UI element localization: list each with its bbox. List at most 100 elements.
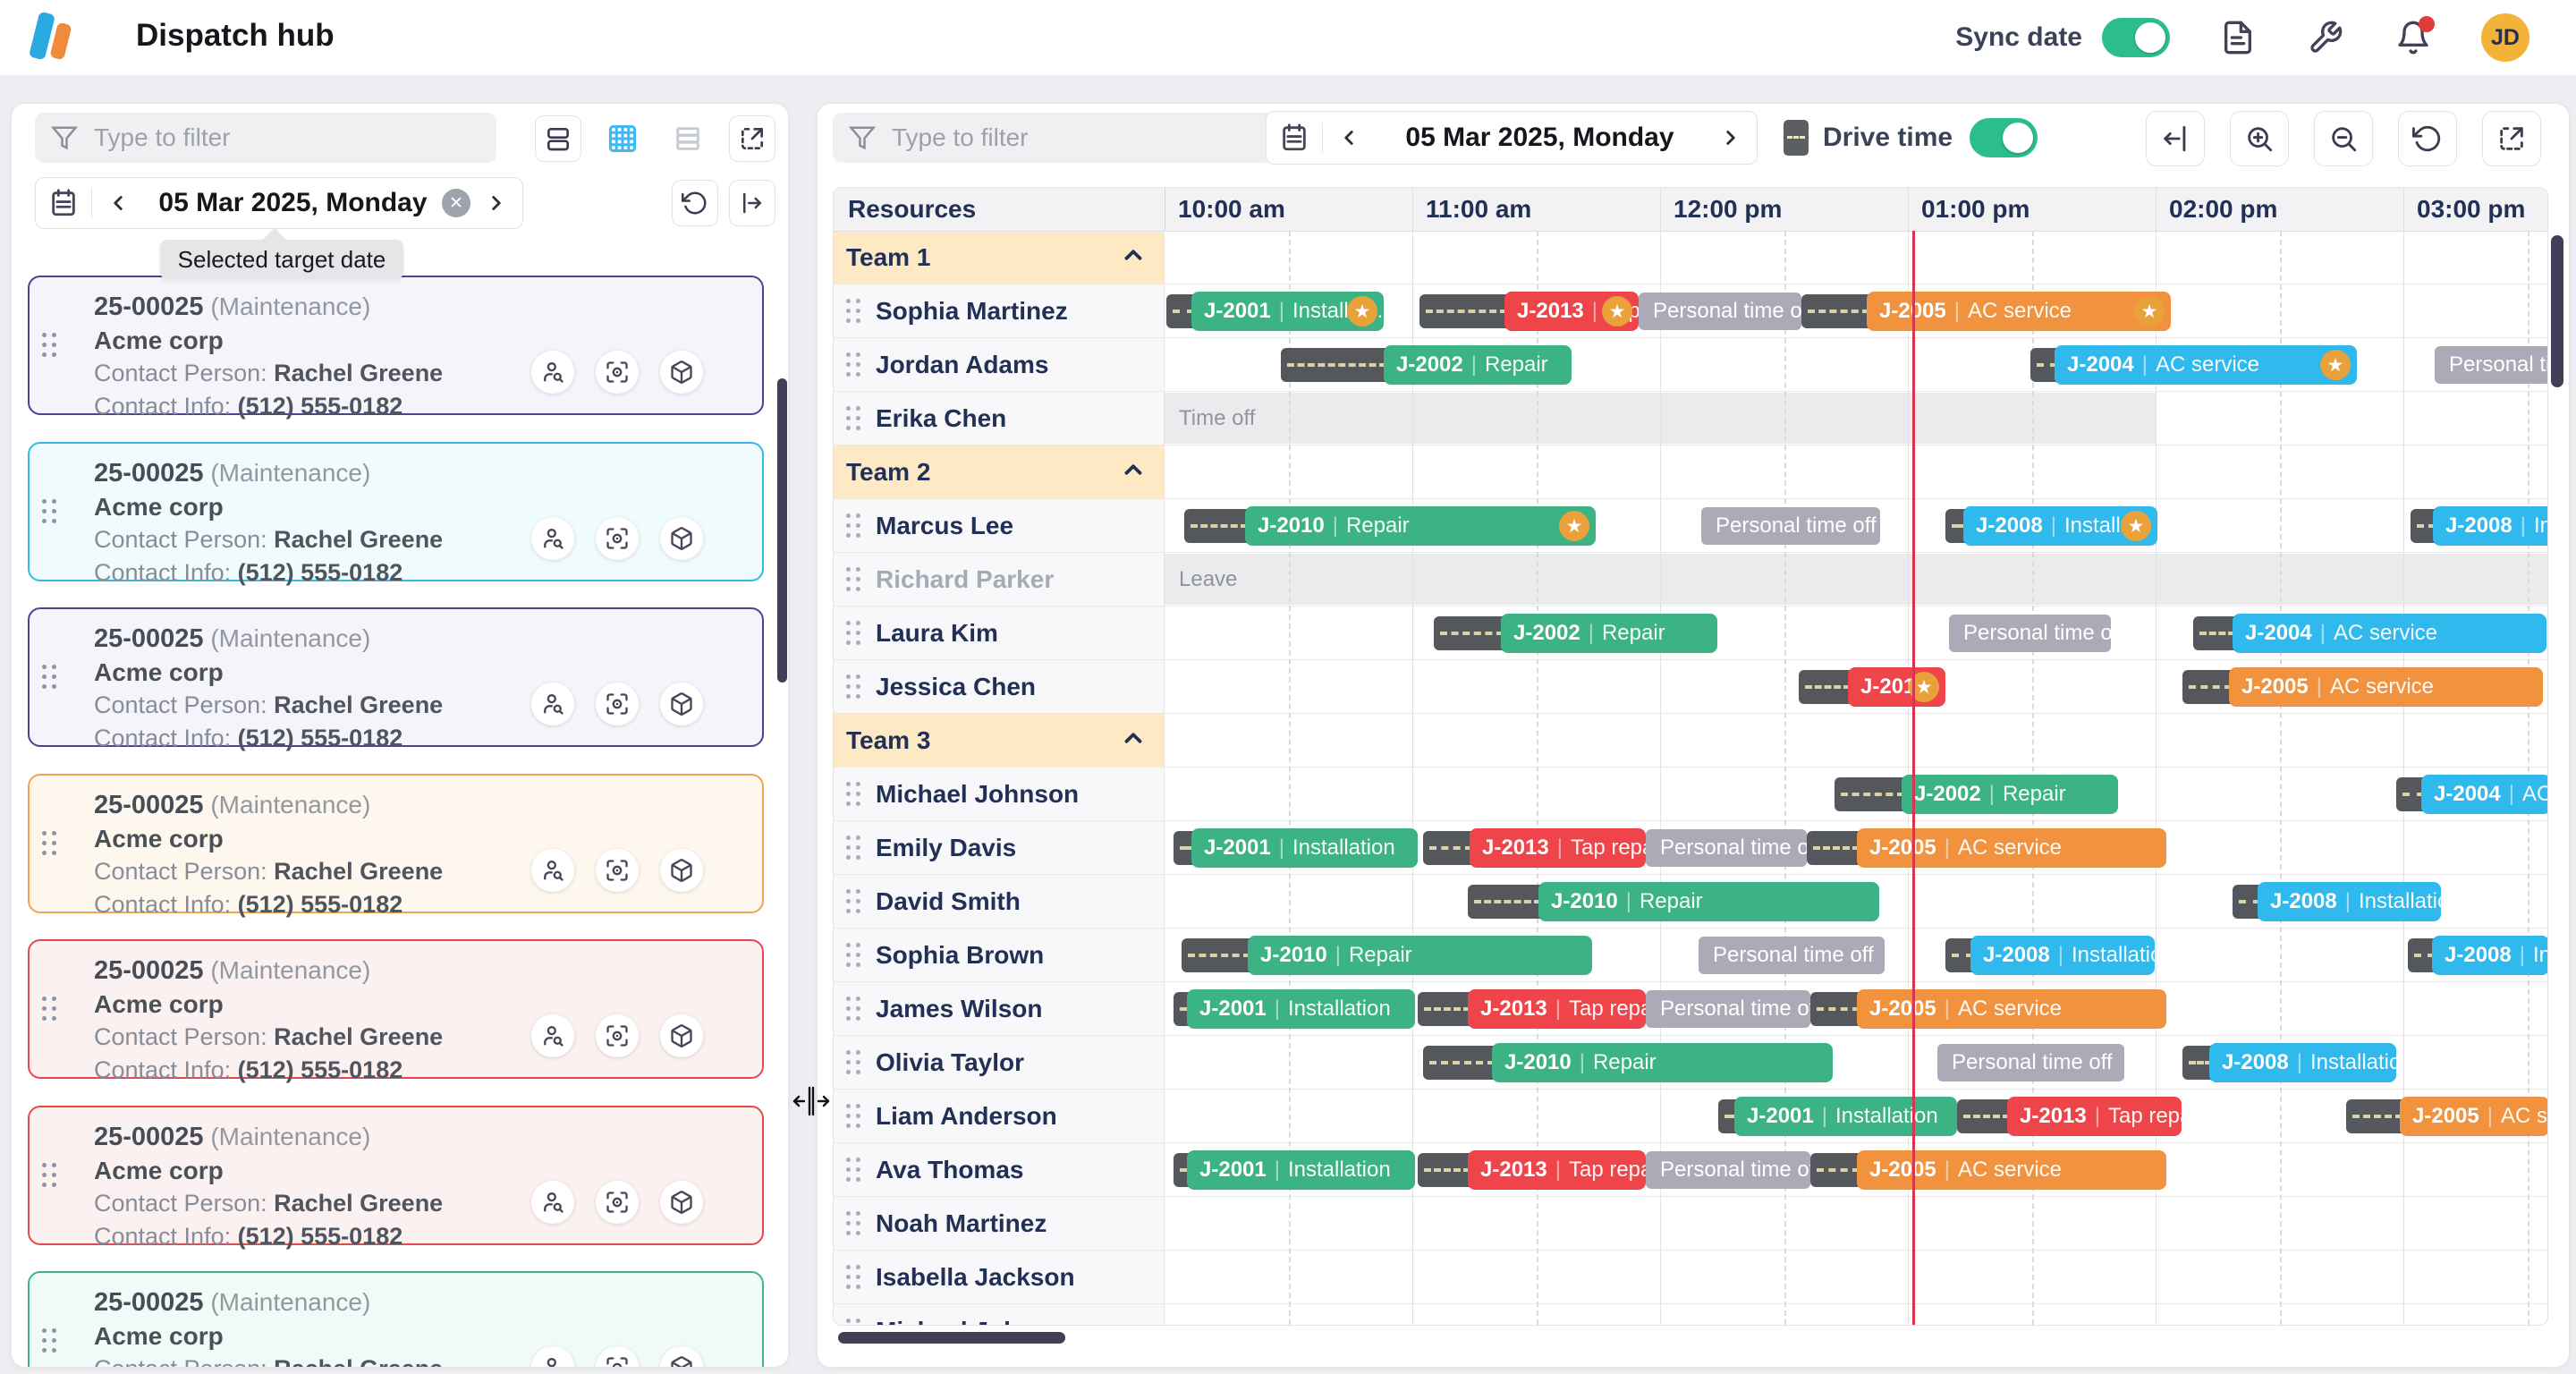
focus-eye-button[interactable] bbox=[596, 683, 639, 725]
notifications-bell-icon[interactable] bbox=[2394, 16, 2435, 57]
drag-handle[interactable] bbox=[846, 835, 861, 861]
cube-button[interactable] bbox=[660, 1014, 703, 1057]
schedule-vertical-scrollbar[interactable] bbox=[2551, 235, 2563, 387]
collapse-chevron-icon[interactable] bbox=[1120, 725, 1147, 756]
assign-person-button[interactable] bbox=[531, 351, 574, 394]
document-icon[interactable] bbox=[2218, 18, 2258, 57]
drag-handle[interactable] bbox=[846, 942, 861, 968]
job-bar[interactable]: J-2004 | AC service ★ bbox=[2055, 345, 2357, 385]
jobs-vertical-scrollbar[interactable] bbox=[777, 378, 787, 683]
prev-date-button[interactable] bbox=[92, 191, 144, 215]
focus-eye-button[interactable] bbox=[596, 1180, 639, 1224]
drag-handle[interactable] bbox=[846, 1157, 861, 1183]
drag-handle[interactable] bbox=[846, 781, 861, 807]
settings-wrench-icon[interactable] bbox=[2306, 18, 2345, 57]
scroll-to-now-button[interactable] bbox=[2146, 111, 2205, 166]
personal-time-off-bar[interactable]: Personal time off bbox=[1646, 829, 1807, 867]
sync-date-toggle[interactable] bbox=[2102, 18, 2170, 57]
job-bar[interactable]: J-2010 | Repair bbox=[1492, 1043, 1833, 1082]
drag-handle[interactable] bbox=[42, 665, 57, 690]
job-bar[interactable]: J-2004 | AC service bbox=[2233, 614, 2546, 653]
job-bar[interactable]: J-2013 | Tap repa... bbox=[1468, 1150, 1646, 1190]
job-bar[interactable]: J-2001 | Installation bbox=[1191, 828, 1418, 868]
drag-handle[interactable] bbox=[846, 1318, 861, 1326]
view-list-button[interactable] bbox=[665, 115, 711, 162]
drag-handle[interactable] bbox=[42, 1162, 57, 1188]
collapse-chevron-icon[interactable] bbox=[1120, 242, 1147, 273]
panel-resize-handle[interactable] bbox=[791, 1081, 832, 1122]
drag-handle[interactable] bbox=[846, 888, 861, 914]
personal-time-off-bar[interactable]: Personal time off bbox=[1701, 507, 1880, 545]
job-bar[interactable]: J-2005|AC service★ bbox=[1867, 292, 2171, 331]
drag-handle[interactable] bbox=[42, 830, 57, 856]
target-date-value[interactable]: 05 Mar 2025, Monday bbox=[158, 188, 428, 217]
cube-button[interactable] bbox=[660, 516, 703, 560]
focus-eye-button[interactable] bbox=[596, 516, 639, 560]
fullscreen-button[interactable] bbox=[2482, 111, 2541, 166]
zoom-in-button[interactable] bbox=[2230, 111, 2289, 166]
personal-time-off-bar[interactable]: Personal time off bbox=[1639, 293, 1801, 330]
collapse-panel-button[interactable] bbox=[729, 180, 775, 226]
drag-handle[interactable] bbox=[846, 298, 861, 324]
cube-button[interactable] bbox=[660, 848, 703, 892]
personal-time-off-bar[interactable]: Personal time off bbox=[1699, 937, 1885, 974]
job-bar[interactable]: J-2002 | Repair bbox=[1384, 345, 1572, 385]
view-cards-button[interactable] bbox=[535, 115, 581, 162]
assign-person-button[interactable] bbox=[531, 516, 574, 560]
jobs-filter-input[interactable] bbox=[92, 123, 480, 153]
job-bar[interactable]: J-2002 | Repair bbox=[1501, 614, 1717, 653]
focus-eye-button[interactable] bbox=[596, 1014, 639, 1057]
schedule-date-value[interactable]: 05 Mar 2025, Monday bbox=[1405, 123, 1674, 152]
job-bar[interactable]: J-2005 | AC service bbox=[1857, 1150, 2166, 1190]
drag-handle[interactable] bbox=[846, 352, 861, 377]
expand-panel-button[interactable] bbox=[729, 115, 775, 162]
drag-handle[interactable] bbox=[846, 620, 861, 646]
job-bar[interactable]: J-2010 | Repair bbox=[1538, 882, 1879, 921]
job-bar[interactable]: J-2010 | Repair ★ bbox=[1245, 506, 1596, 546]
job-bar[interactable]: J-2005 | AC service bbox=[1857, 989, 2166, 1029]
job-bar[interactable]: J-2005 | AC serv... bbox=[2400, 1097, 2547, 1136]
drag-handle[interactable] bbox=[846, 1264, 861, 1290]
drag-handle[interactable] bbox=[846, 1049, 861, 1075]
user-avatar[interactable]: JD bbox=[2481, 13, 2529, 62]
next-date-button[interactable] bbox=[470, 191, 522, 215]
focus-eye-button[interactable] bbox=[596, 848, 639, 892]
assign-person-button[interactable] bbox=[531, 1014, 574, 1057]
clear-date-button[interactable]: ✕ bbox=[442, 189, 470, 217]
job-bar[interactable]: J-2013 ★ bbox=[1848, 667, 1945, 707]
assign-person-button[interactable] bbox=[531, 848, 574, 892]
reset-view-button[interactable] bbox=[2398, 111, 2457, 166]
job-bar[interactable]: J-2013 | Tap repa... bbox=[1470, 828, 1646, 868]
view-grid-button[interactable] bbox=[599, 115, 646, 162]
drag-handle[interactable] bbox=[846, 566, 861, 592]
job-bar[interactable]: J-2008 | Ins... bbox=[2433, 506, 2547, 546]
job-bar[interactable]: J-2008 | Ins... bbox=[2432, 936, 2547, 975]
drag-handle[interactable] bbox=[42, 333, 57, 358]
collapse-chevron-icon[interactable] bbox=[1120, 456, 1147, 488]
job-bar[interactable]: J-2001 | Installation bbox=[1187, 1150, 1415, 1190]
job-bar[interactable]: J-2010 | Repair bbox=[1248, 936, 1592, 975]
assign-person-button[interactable] bbox=[531, 1346, 574, 1367]
cube-button[interactable] bbox=[660, 683, 703, 725]
drag-handle[interactable] bbox=[846, 405, 861, 431]
drag-handle[interactable] bbox=[846, 674, 861, 700]
cube-button[interactable] bbox=[660, 1346, 703, 1367]
job-bar[interactable]: J-2002 | Repair bbox=[1902, 775, 2118, 814]
drag-handle[interactable] bbox=[846, 1103, 861, 1129]
job-bar[interactable]: J-2008 | Installation bbox=[2258, 882, 2441, 921]
job-bar[interactable]: J-2001 | Installation bbox=[1734, 1097, 1957, 1136]
personal-time-off-bar[interactable]: Personal time off bbox=[2435, 346, 2547, 384]
personal-time-off-bar[interactable]: Personal time off bbox=[1949, 615, 2111, 652]
cube-button[interactable] bbox=[660, 351, 703, 394]
personal-time-off-bar[interactable]: Personal time off bbox=[1646, 1151, 1810, 1189]
assign-person-button[interactable] bbox=[531, 683, 574, 725]
drag-handle[interactable] bbox=[846, 1210, 861, 1236]
focus-eye-button[interactable] bbox=[596, 351, 639, 394]
job-bar[interactable]: J-2005 | AC service bbox=[1857, 828, 2166, 868]
job-bar[interactable]: J-2004 | AC s... bbox=[2421, 775, 2547, 814]
job-bar[interactable]: J-2008 | Installation bbox=[1970, 936, 2155, 975]
